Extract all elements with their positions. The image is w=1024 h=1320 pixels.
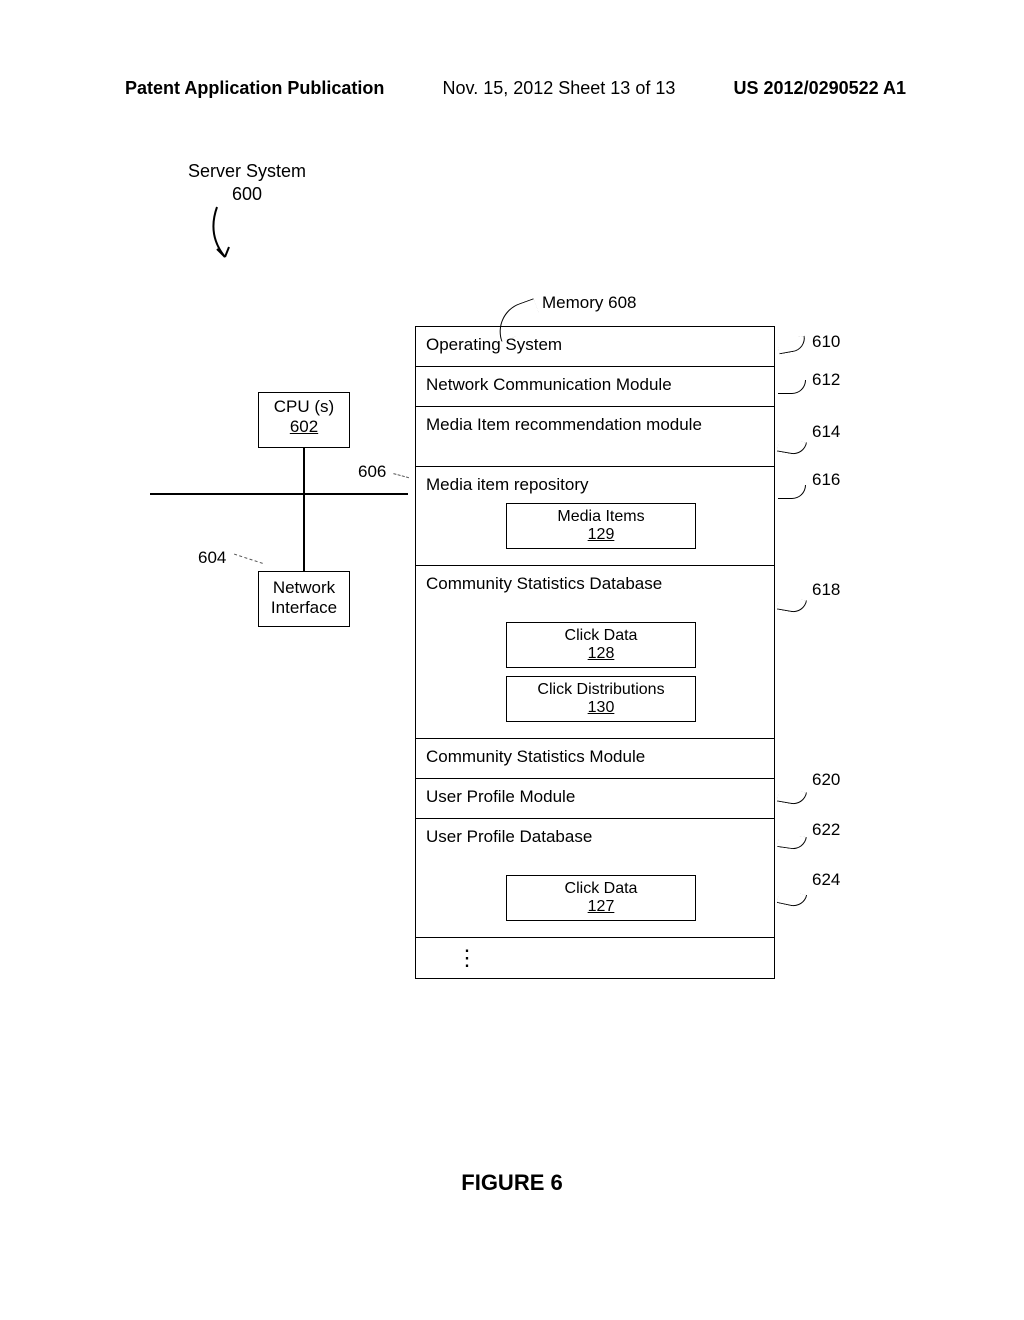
cpu-num: 602 — [259, 417, 349, 437]
ref-618: 618 — [812, 580, 840, 600]
ref-624: 624 — [812, 870, 840, 890]
sub-title: Media Items — [557, 508, 644, 525]
bus-line — [303, 448, 305, 493]
mem-row-stats-db: Community Statistics Database Click Data… — [416, 566, 774, 739]
sub-num: 130 — [511, 699, 691, 717]
mem-text: Network Communication Module — [426, 375, 672, 394]
ref-622: 622 — [812, 820, 840, 840]
leader-line — [777, 833, 807, 851]
ref-610: 610 — [812, 332, 840, 352]
mem-row-recommendation: Media Item recommendation module — [416, 407, 774, 467]
ref-620: 620 — [812, 770, 840, 790]
sub-click-dist-130: Click Distributions 130 — [506, 676, 696, 722]
sub-title: Click Distributions — [537, 681, 664, 698]
ref-612: 612 — [812, 370, 840, 390]
sub-title: Click Data — [565, 880, 638, 897]
mem-text: Media item repository — [426, 475, 589, 494]
sub-click-data-127: Click Data 127 — [506, 875, 696, 921]
cpu-box: CPU (s) 602 — [258, 392, 350, 448]
sub-num: 127 — [511, 898, 691, 916]
net-line2: Interface — [259, 598, 349, 618]
leader-line — [777, 336, 807, 355]
leader-line — [777, 788, 807, 807]
mem-row-os: Operating System — [416, 327, 774, 367]
memory-label: Memory 608 — [542, 293, 636, 313]
mem-text: User Profile Module — [426, 787, 575, 806]
ref-606: 606 — [358, 462, 386, 482]
leader-line — [391, 473, 409, 487]
mem-text: Operating System — [426, 335, 562, 354]
bus-line — [150, 493, 408, 495]
mem-row-stats-module: Community Statistics Module — [416, 739, 774, 779]
leader-line — [777, 596, 807, 615]
mem-row-ellipsis: ⋮ — [416, 938, 774, 978]
leader-line — [778, 485, 806, 499]
sub-title: Click Data — [565, 627, 638, 644]
sub-num: 129 — [511, 526, 691, 544]
mem-row-netcomm: Network Communication Module — [416, 367, 774, 407]
server-system-num: 600 — [188, 183, 306, 206]
ref-604: 604 — [198, 548, 226, 568]
pointer-arrow-icon — [205, 205, 245, 265]
mem-text: User Profile Database — [426, 827, 592, 846]
ref-614: 614 — [812, 422, 840, 442]
bus-line — [303, 493, 305, 571]
header-right: US 2012/0290522 A1 — [734, 78, 906, 99]
mem-text: Community Statistics Module — [426, 747, 645, 766]
leader-line — [777, 438, 807, 457]
server-system-text: Server System — [188, 160, 306, 183]
sub-media-items: Media Items 129 — [506, 503, 696, 549]
net-line1: Network — [259, 578, 349, 598]
vertical-dots-icon: ⋮ — [426, 946, 764, 969]
mem-row-user-profile-db: User Profile Database Click Data 127 — [416, 819, 774, 938]
cpu-label: CPU (s) — [259, 397, 349, 417]
header-left: Patent Application Publication — [125, 78, 384, 99]
page-header: Patent Application Publication Nov. 15, … — [0, 78, 1024, 99]
sub-click-data-128: Click Data 128 — [506, 622, 696, 668]
mem-text: Community Statistics Database — [426, 574, 662, 593]
mem-row-user-profile-module: User Profile Module — [416, 779, 774, 819]
network-interface-box: Network Interface — [258, 571, 350, 627]
memory-block: Operating System Network Communication M… — [415, 326, 775, 979]
mem-text: Media Item recommendation module — [426, 415, 702, 434]
leader-line — [777, 889, 807, 909]
sub-num: 128 — [511, 645, 691, 663]
header-mid: Nov. 15, 2012 Sheet 13 of 13 — [443, 78, 676, 99]
leader-line — [231, 554, 263, 573]
ref-616: 616 — [812, 470, 840, 490]
mem-row-repository: Media item repository Media Items 129 — [416, 467, 774, 566]
leader-line — [778, 380, 806, 394]
figure-caption: FIGURE 6 — [0, 1170, 1024, 1196]
server-system-label: Server System 600 — [188, 160, 306, 207]
